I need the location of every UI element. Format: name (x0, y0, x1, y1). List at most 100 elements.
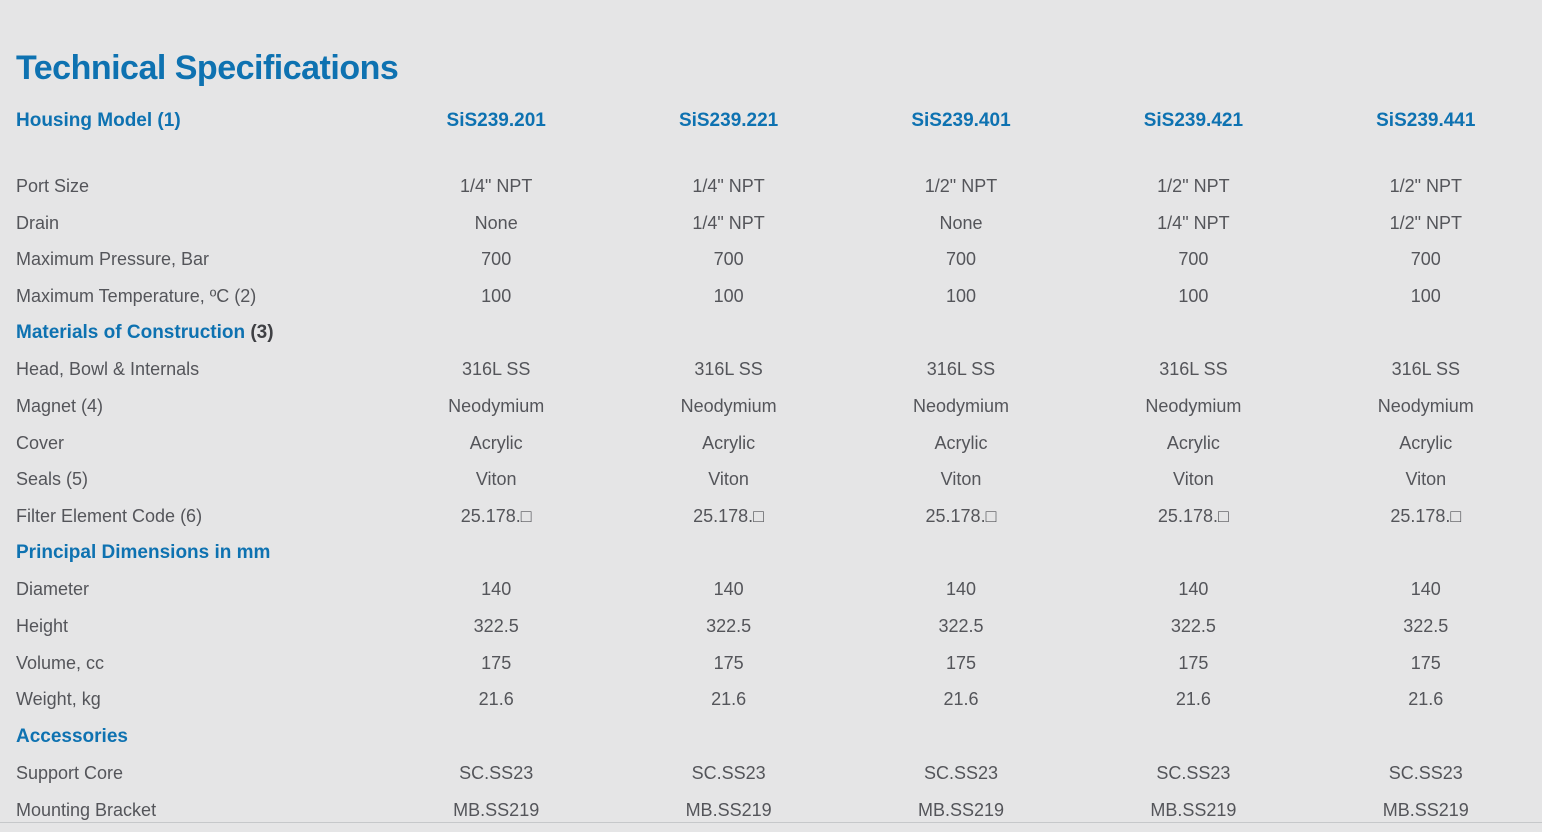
row-value: 700 (1178, 249, 1209, 270)
row-value: 100 (1410, 285, 1441, 306)
section-heading: Principal Dimensions in mm (0, 542, 380, 564)
row-value: 700 (945, 249, 977, 270)
row-value: Acrylic (469, 432, 523, 453)
row-value: None (474, 212, 518, 233)
row-value: 140 (1178, 579, 1209, 600)
row-value: 25.178.□ (693, 506, 765, 527)
model-column-header: SiS239.421 (1143, 110, 1244, 131)
row-label: Mounting Bracket (16, 799, 157, 820)
row-label: Filter Element Code (6) (16, 506, 203, 527)
row-value: 1/2" NPT (1389, 212, 1462, 233)
row-label: Port Size (16, 175, 90, 196)
row-value: 1/4" NPT (459, 175, 533, 196)
row-value: MB.SS219 (1382, 799, 1469, 820)
row-value: 1/4" NPT (1157, 212, 1230, 233)
row-value: Neodymium (680, 395, 777, 416)
row-value: 175 (1410, 652, 1441, 673)
row-value: 700 (713, 249, 744, 270)
row-value: MB.SS219 (917, 799, 1005, 820)
row-value: MB.SS219 (453, 799, 540, 820)
model-column-header: SiS239.221 (678, 110, 779, 131)
row-value: 175 (481, 652, 512, 673)
table-row-volume: Volume, cc 175 175 175 175 175 (0, 645, 1542, 682)
row-value: 21.6 (478, 689, 514, 710)
row-value: SC.SS23 (691, 762, 766, 783)
section-heading-suffix: (3) (245, 322, 274, 344)
table-row-seals: Seals (5) Viton Viton Viton Viton Viton (0, 462, 1542, 499)
row-value: 322.5 (938, 616, 984, 637)
spec-table: Housing Model (1) SiS239.201 SiS239.221 … (0, 103, 1542, 828)
row-value: 25.178.□ (1157, 506, 1229, 527)
row-value: SC.SS23 (1156, 762, 1231, 783)
model-column-header: SiS239.401 (911, 110, 1011, 131)
table-row-magnet: Magnet (4) Neodymium Neodymium Neodymium… (0, 388, 1542, 425)
model-column-header: SiS239.201 (446, 110, 546, 131)
housing-model-header: Housing Model (1) (16, 110, 181, 131)
row-label: Support Core (16, 762, 124, 783)
row-value: 140 (481, 579, 512, 600)
section-row-accessories: Accessories (0, 718, 1542, 755)
row-value: 140 (945, 579, 977, 600)
table-row-filter-element-code: Filter Element Code (6) 25.178.□ 25.178.… (0, 498, 1542, 535)
row-value: Neodymium (448, 395, 545, 416)
section-heading-text: Principal Dimensions in mm (16, 542, 271, 564)
row-value: 322.5 (473, 616, 519, 637)
row-value: 1/2" NPT (1157, 175, 1230, 196)
row-label: Drain (16, 212, 60, 233)
table-header-row: Housing Model (1) SiS239.201 SiS239.221 … (0, 103, 1542, 139)
row-value: 1/2" NPT (924, 175, 998, 196)
row-value: Acrylic (934, 432, 988, 453)
row-value: 316L SS (926, 359, 996, 380)
row-value: 1/4" NPT (692, 212, 765, 233)
row-value: SC.SS23 (923, 762, 999, 783)
row-label: Maximum Pressure, Bar (16, 249, 210, 270)
row-value: 21.6 (1175, 689, 1211, 710)
row-value: 100 (713, 285, 744, 306)
table-row-support-core: Support Core SC.SS23 SC.SS23 SC.SS23 SC.… (0, 755, 1542, 792)
row-value: 1/4" NPT (692, 175, 765, 196)
row-label: Seals (5) (16, 469, 89, 490)
table-row-port-size: Port Size 1/4" NPT 1/4" NPT 1/2" NPT 1/2… (0, 168, 1542, 205)
table-row-drain: Drain None 1/4" NPT None 1/4" NPT 1/2" N… (0, 205, 1542, 242)
model-column-header: SiS239.441 (1376, 110, 1476, 131)
table-row-head-bowl-internals: Head, Bowl & Internals 316L SS 316L SS 3… (0, 351, 1542, 388)
table-row-mounting-bracket: Mounting Bracket MB.SS219 MB.SS219 MB.SS… (0, 792, 1542, 829)
row-value: 140 (1410, 579, 1441, 600)
row-value: 322.5 (1403, 616, 1449, 637)
row-value: Acrylic (1166, 432, 1220, 453)
row-value: 1/2" NPT (1389, 175, 1462, 196)
row-value: None (939, 212, 983, 233)
row-value: Viton (1173, 469, 1214, 490)
row-value: Viton (475, 469, 517, 490)
row-value: Acrylic (1399, 432, 1453, 453)
row-value: 25.178.□ (460, 506, 532, 527)
row-value: 316L SS (1159, 359, 1228, 380)
bottom-divider (0, 822, 1542, 823)
row-value: Viton (940, 469, 982, 490)
section-row-materials: Materials of Construction (3) (0, 315, 1542, 352)
row-label: Diameter (16, 579, 90, 600)
row-label: Height (16, 616, 69, 637)
table-row-weight: Weight, kg 21.6 21.6 21.6 21.6 21.6 (0, 682, 1542, 719)
table-row-diameter: Diameter 140 140 140 140 140 (0, 572, 1542, 609)
section-heading: Accessories (0, 726, 380, 748)
table-row-max-pressure: Maximum Pressure, Bar 700 700 700 700 70… (0, 241, 1542, 278)
row-value: Viton (1405, 469, 1447, 490)
row-label: Cover (16, 432, 65, 453)
row-value: 21.6 (711, 689, 747, 710)
row-value: 175 (945, 652, 977, 673)
row-value: SC.SS23 (1388, 762, 1463, 783)
row-value: MB.SS219 (685, 799, 772, 820)
row-value: 25.178.□ (925, 506, 997, 527)
row-value: MB.SS219 (1150, 799, 1237, 820)
row-value: 140 (713, 579, 744, 600)
section-heading: Materials of Construction (3) (0, 322, 380, 344)
row-value: 322.5 (706, 616, 752, 637)
row-value: 21.6 (1408, 689, 1444, 710)
row-label: Magnet (4) (16, 395, 104, 416)
section-heading-text: Materials of Construction (16, 322, 246, 344)
row-value: 322.5 (1170, 616, 1216, 637)
table-row-height: Height 322.5 322.5 322.5 322.5 322.5 (0, 608, 1542, 645)
row-value: 100 (481, 285, 512, 306)
